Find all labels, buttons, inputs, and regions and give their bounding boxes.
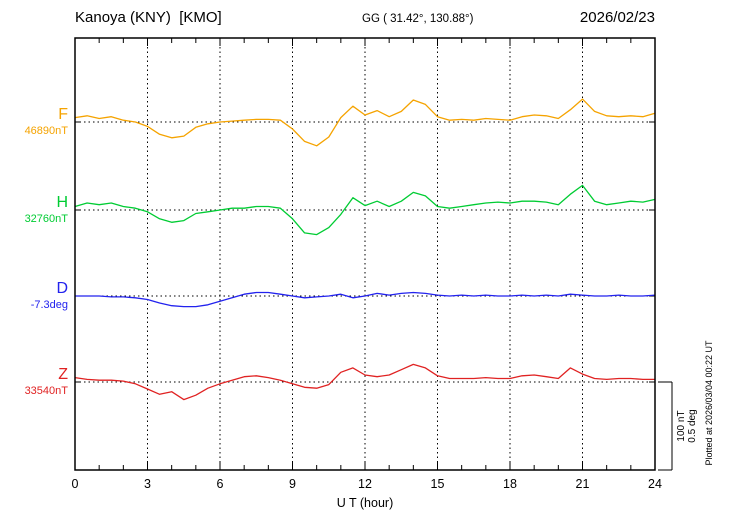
x-tick-label: 9 [289, 477, 296, 491]
scale-bar-labels: 100 nT 0.5 deg [676, 409, 698, 442]
station-title: Kanoya (KNY) [KMO] [75, 9, 222, 26]
series-baseline-Z: 33540nT [24, 385, 68, 397]
series-label-D: D -7.3deg [0, 280, 68, 311]
series-letter-D: D [56, 280, 68, 297]
x-tick-label: 21 [575, 477, 590, 491]
x-tick-label: 6 [216, 477, 224, 491]
series-label-F: F 46890nT [0, 106, 68, 137]
series-label-H: H 32760nT [0, 194, 68, 225]
x-tick-label: 12 [358, 477, 372, 491]
scale-bar-nt-label: 100 nT [676, 410, 687, 442]
x-tick-label: 3 [144, 477, 151, 491]
scale-bar-deg-label: 0.5 deg [687, 409, 698, 443]
x-tick-label: 0 [71, 477, 79, 491]
F-trace [74, 98, 656, 147]
H-trace [74, 184, 656, 236]
geographic-coords: GG ( 31.42°, 130.88°) [362, 13, 474, 25]
series-letter-H: H [56, 194, 68, 211]
series-baseline-D: -7.3deg [30, 299, 68, 311]
series-letter-Z: Z [58, 366, 68, 383]
series-label-Z: Z 33540nT [0, 366, 68, 397]
x-tick-label: 15 [430, 477, 445, 491]
x-tick-label: 24 [648, 477, 662, 491]
plotted-at-note: Plotted at 2026/03/04 00:22 UT [704, 340, 714, 466]
series-baseline-F: 46890nT [24, 125, 68, 137]
series-letter-F: F [58, 106, 68, 123]
series-baseline-H: 32760nT [24, 213, 68, 225]
Z-trace [74, 363, 655, 401]
x-tick-label: 18 [503, 477, 517, 491]
x-axis-title: U T (hour) [336, 496, 394, 510]
plot-date: 2026/02/23 [579, 9, 655, 26]
D-trace [75, 291, 656, 308]
